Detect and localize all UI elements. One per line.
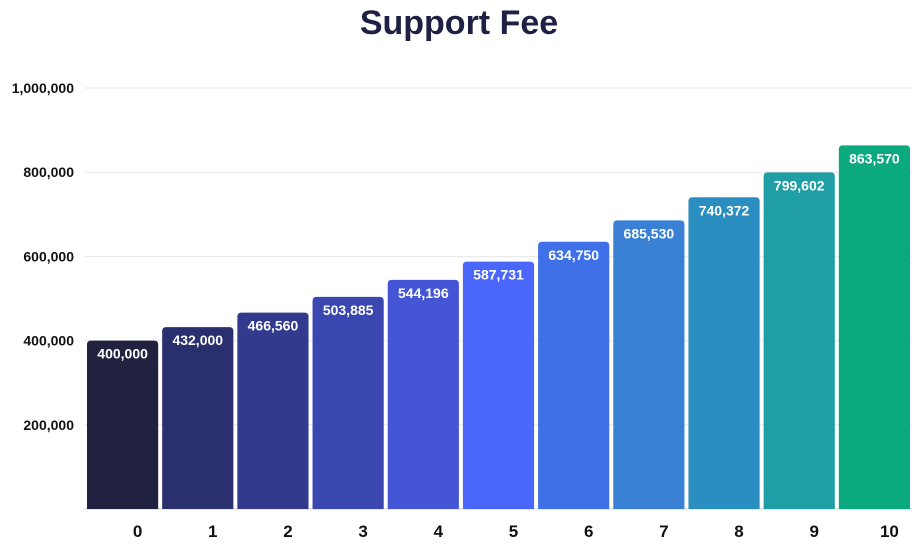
x-tick-label: 0: [133, 522, 142, 541]
bars: 400,000 432,000 466,560 503,885 544,196 587,7…: [87, 145, 910, 510]
x-tick-label: 3: [358, 522, 367, 541]
data-label: 544,196: [398, 285, 449, 301]
y-tick-label: 200,000: [23, 417, 74, 433]
bar: [538, 241, 610, 509]
data-label: 432,000: [172, 332, 223, 348]
bar: [162, 327, 234, 509]
chart-title: Support Fee: [359, 4, 559, 42]
data-label: 400,000: [97, 346, 148, 362]
y-tick-label: 800,000: [23, 164, 74, 180]
data-label: 634,750: [548, 247, 599, 263]
y-tick-label: 600,000: [23, 248, 74, 264]
data-label: 863,570: [849, 150, 900, 166]
data-label: 503,885: [323, 302, 374, 318]
data-label: 799,602: [774, 177, 825, 193]
x-tick-label: 1: [208, 522, 217, 541]
x-tick-label: 8: [734, 522, 743, 541]
x-axis-ticks: 0 1 2 3 4 5 6 7 8 9 10: [133, 522, 899, 541]
x-tick-label: 7: [659, 522, 668, 541]
bar: [237, 312, 309, 509]
bar: [613, 220, 685, 509]
x-tick-label: 6: [584, 522, 593, 541]
data-label: 685,530: [624, 225, 675, 241]
bar: [838, 145, 910, 510]
x-tick-label: 4: [434, 522, 444, 541]
x-tick-label: 9: [809, 522, 818, 541]
y-axis-ticks: 200,000 400,000 600,000 800,000 1,000,000: [12, 80, 75, 433]
data-label: 587,731: [473, 267, 524, 283]
x-tick-label: 2: [283, 522, 292, 541]
x-tick-label: 5: [509, 522, 518, 541]
y-tick-label: 1,000,000: [12, 80, 74, 96]
data-label: 740,372: [699, 202, 750, 218]
bar: [312, 296, 384, 509]
x-tick-label: 10: [880, 522, 899, 541]
data-label: 466,560: [248, 318, 299, 334]
bar: [763, 172, 835, 509]
bar: [462, 261, 535, 509]
bar: [387, 279, 459, 509]
bar: [688, 197, 760, 509]
bar: [87, 340, 159, 509]
y-tick-label: 400,000: [23, 333, 74, 349]
